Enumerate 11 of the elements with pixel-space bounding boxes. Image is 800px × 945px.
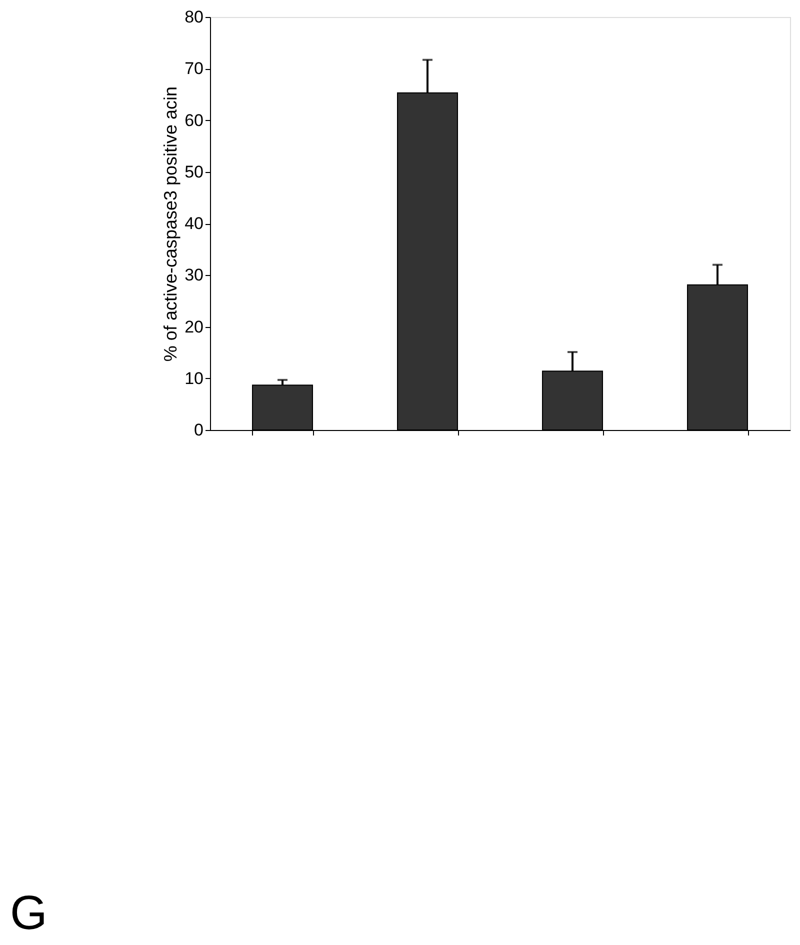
y-tick-label: 60 (184, 110, 204, 130)
y-tick-label: 10 (184, 368, 204, 388)
y-tick-label: 80 (184, 8, 204, 26)
text: G (10, 887, 48, 940)
y-tick-label: 50 (184, 162, 204, 182)
y-tick-label: 40 (184, 214, 204, 233)
y-tick-label: 30 (184, 266, 204, 285)
y-axis-title: % of active-caspase3 positive acin (160, 86, 181, 362)
y-tick-label: 20 (184, 317, 204, 336)
y-tick-label: 70 (184, 59, 204, 78)
y-tick-label: 0 (194, 420, 204, 440)
